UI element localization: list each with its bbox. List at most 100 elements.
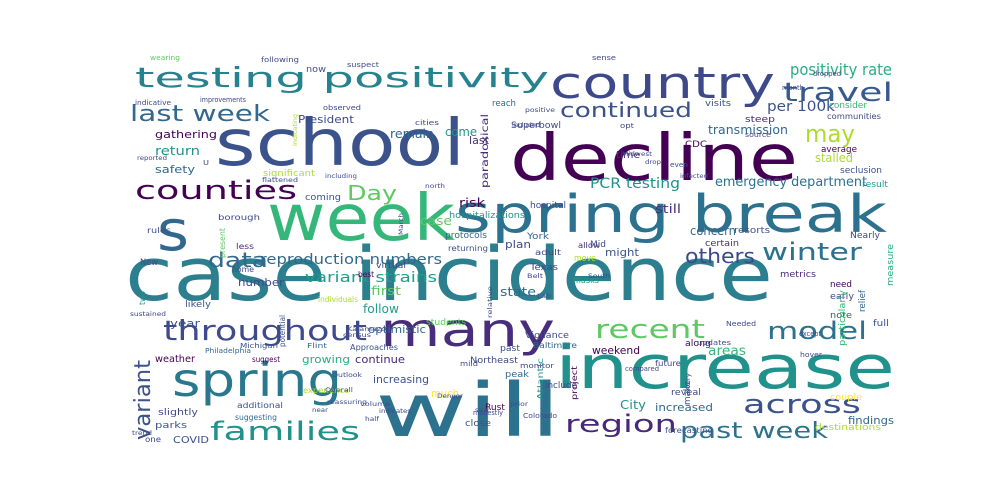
word-cloud-panel: case incidence will week school decline … xyxy=(125,50,900,450)
word: will xyxy=(375,368,561,450)
word: included xyxy=(512,122,540,129)
word: suggest xyxy=(252,355,280,364)
word: wearing xyxy=(150,54,180,62)
word: Approaches xyxy=(350,343,398,352)
word: monitor xyxy=(520,362,554,370)
word: Philadelphia xyxy=(205,347,251,355)
word: gathering xyxy=(155,128,217,141)
word: mild xyxy=(460,360,478,368)
word: borough xyxy=(218,213,260,222)
word: safety xyxy=(155,163,196,176)
word: areas xyxy=(708,344,746,359)
word: week xyxy=(267,182,455,256)
word: home xyxy=(232,265,254,274)
word: need xyxy=(830,280,852,290)
word: hover xyxy=(800,351,822,359)
word: hospitalizations xyxy=(449,211,525,221)
word: many xyxy=(380,303,555,357)
word: New xyxy=(140,258,158,268)
word: census xyxy=(343,332,371,339)
word: full xyxy=(873,319,889,329)
word: measure xyxy=(886,244,896,286)
word: slightly xyxy=(158,408,199,418)
word: Kalamazoo xyxy=(347,326,391,333)
word: variant strains xyxy=(305,270,437,286)
word: less xyxy=(236,242,254,251)
word: communities xyxy=(827,112,881,121)
word: year xyxy=(170,317,201,330)
word: modestly xyxy=(473,409,503,417)
word: now xyxy=(306,65,326,75)
word: data xyxy=(208,248,268,272)
word: protocols xyxy=(445,231,487,241)
word: s xyxy=(157,199,189,264)
word: growing xyxy=(302,353,350,366)
word: CDC xyxy=(685,140,707,150)
word: still xyxy=(655,202,681,216)
word: remain xyxy=(390,127,434,141)
word: risk xyxy=(459,196,485,210)
word: return xyxy=(155,144,200,158)
word: optimistic xyxy=(368,323,426,336)
word: flattened xyxy=(262,177,298,184)
word: follow xyxy=(363,302,399,316)
word: President xyxy=(298,113,355,126)
word: Northeast xyxy=(470,356,518,366)
word: move xyxy=(574,254,596,264)
word: variant xyxy=(131,360,156,440)
word: include xyxy=(545,381,577,391)
word: past xyxy=(500,344,520,354)
word: prior xyxy=(510,401,529,408)
word: best xyxy=(358,270,374,279)
word: positive xyxy=(525,107,555,114)
word: may xyxy=(805,120,855,148)
word: plan xyxy=(505,238,531,251)
word: masks xyxy=(573,276,599,286)
word: even xyxy=(670,161,688,169)
word: indicative xyxy=(135,99,171,107)
word: spring break xyxy=(455,185,887,245)
word: PCR testing xyxy=(590,176,680,192)
word: weather xyxy=(155,354,196,365)
word: Needed xyxy=(726,320,756,328)
word: metrics xyxy=(780,270,816,280)
word: Colorado xyxy=(523,412,557,420)
word: students xyxy=(426,318,466,328)
word: trend xyxy=(132,430,152,437)
word: positivity rate xyxy=(790,60,892,79)
word: couple xyxy=(830,393,862,403)
word: model xyxy=(767,317,867,345)
word: one xyxy=(145,435,161,444)
word: Vigilance xyxy=(525,331,569,341)
word: reassuring xyxy=(327,399,367,406)
word: reach xyxy=(492,99,516,109)
word: returning xyxy=(448,244,488,253)
word: come xyxy=(445,125,477,139)
word: indicates xyxy=(379,408,411,415)
word: Overall xyxy=(325,387,353,394)
word: month xyxy=(782,84,804,92)
word: others xyxy=(685,244,755,268)
word: findings xyxy=(848,414,894,427)
word: two xyxy=(138,291,147,305)
word: dropped xyxy=(813,70,841,78)
word: throughout xyxy=(163,314,367,347)
word: along xyxy=(685,339,711,349)
word: every xyxy=(685,372,692,393)
word: might xyxy=(605,246,640,259)
word: individuals xyxy=(318,295,358,304)
word: number xyxy=(238,276,285,289)
word: volume xyxy=(360,401,390,408)
word: continued xyxy=(560,98,692,122)
word: coming xyxy=(305,193,341,203)
word: Outlook xyxy=(332,372,363,379)
word: visits xyxy=(705,99,731,109)
word: relief xyxy=(858,289,868,312)
word: early xyxy=(830,292,855,302)
word: stalled xyxy=(815,151,853,165)
word: decline xyxy=(510,122,798,196)
word: source xyxy=(745,131,771,139)
word: hospital xyxy=(530,201,566,211)
word: sustained xyxy=(130,311,166,318)
word: saw xyxy=(475,407,489,414)
